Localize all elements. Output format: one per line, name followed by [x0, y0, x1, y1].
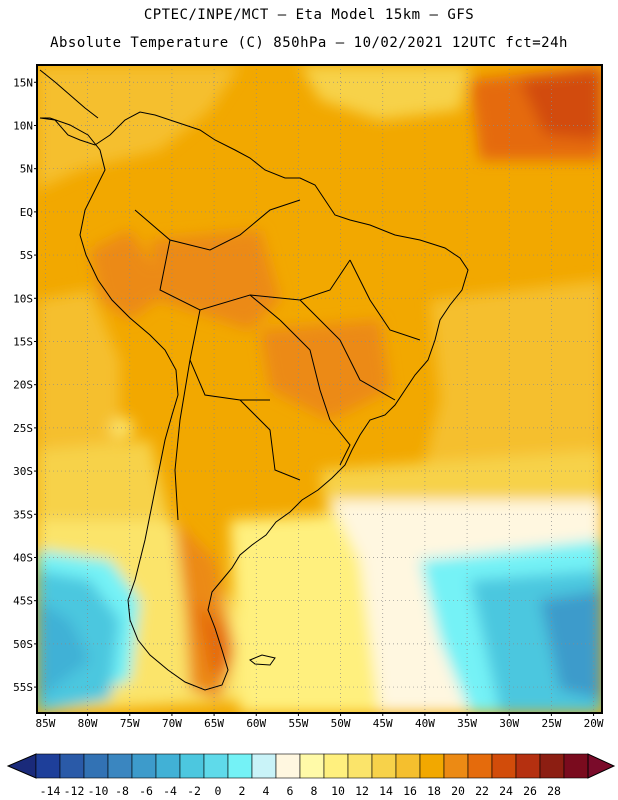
colorbar-label: 20	[451, 784, 465, 798]
colorbar-label: 22	[475, 784, 489, 798]
lat-label: EQ	[20, 206, 33, 219]
lon-label: 40W	[415, 717, 435, 730]
lat-label: 5S	[20, 249, 33, 262]
colorbar-label: -12	[64, 784, 85, 798]
lon-label: 30W	[499, 717, 519, 730]
lat-label: 10S	[13, 292, 33, 305]
colorbar-label: -8	[115, 784, 129, 798]
colorbar-label: 16	[403, 784, 417, 798]
colorbar-label: -2	[187, 784, 201, 798]
lon-label: 35W	[457, 717, 477, 730]
coastlines	[39, 69, 469, 691]
lon-label: 60W	[246, 717, 266, 730]
lat-label: 35S	[13, 508, 33, 521]
colorbar-label: 8	[311, 784, 318, 798]
lon-label: 70W	[162, 717, 182, 730]
colorbar-label: -4	[163, 784, 177, 798]
colorbar-label: 0	[215, 784, 222, 798]
latitude-labels: 15N 10N 5N EQ 5S 10S 15S 20S 25S 30S 35S 40S 45S 50S 5…	[13, 76, 37, 694]
temperature-field	[37, 65, 602, 713]
lon-label: 65W	[204, 717, 224, 730]
colorbar-label: 14	[379, 784, 393, 798]
lon-label: 25W	[541, 717, 561, 730]
colorbar-label: 28	[547, 784, 561, 798]
lat-label: 55S	[13, 681, 33, 694]
lat-label: 25S	[13, 422, 33, 435]
lon-label: 20W	[584, 717, 604, 730]
lon-label: 75W	[120, 717, 140, 730]
temperature-map: 15N 10N 5N EQ 5S 10S 15S 20S 25S 30S 35S 40S 45S 50S 5…	[13, 64, 604, 730]
lon-label: 80W	[78, 717, 98, 730]
colorbar-label: 2	[239, 784, 246, 798]
colorbar-label: -10	[88, 784, 109, 798]
colorbar-label: 6	[287, 784, 294, 798]
colorbar-label: 24	[499, 784, 513, 798]
lat-label: 40S	[13, 551, 33, 564]
chart-title: CPTEC/INPE/MCT – Eta Model 15km – GFS	[143, 7, 475, 23]
grid-lines	[37, 65, 602, 713]
chart-subtitle: Absolute Temperature (C) 850hPa – 10/02/…	[50, 35, 568, 51]
colorbar-label: 10	[331, 784, 345, 798]
map-frame	[36, 64, 603, 714]
colorbar-label: -14	[40, 784, 61, 798]
colorbar-label: 12	[355, 784, 369, 798]
lat-label: 30S	[13, 465, 33, 478]
lat-label: 45S	[13, 595, 33, 608]
colorbar-label: 4	[263, 784, 270, 798]
colorbar-label: 26	[523, 784, 537, 798]
lat-label: 20S	[13, 379, 33, 392]
lon-label: 45W	[373, 717, 393, 730]
lat-label: 50S	[13, 638, 33, 651]
colorbar-label: 18	[427, 784, 441, 798]
lat-label: 5N	[20, 163, 33, 176]
lat-label: 10N	[13, 119, 33, 132]
lon-label: 55W	[288, 717, 308, 730]
lat-label: 15N	[13, 76, 33, 89]
lon-label: 85W	[35, 717, 55, 730]
colorbar-label: -6	[139, 784, 153, 798]
lon-label: 50W	[331, 717, 351, 730]
longitude-labels: 85W 80W 75W 70W 65W 60W 55W 50W 45W 40W 35W 30W 25W 2…	[35, 713, 604, 730]
lat-label: 15S	[13, 335, 33, 348]
